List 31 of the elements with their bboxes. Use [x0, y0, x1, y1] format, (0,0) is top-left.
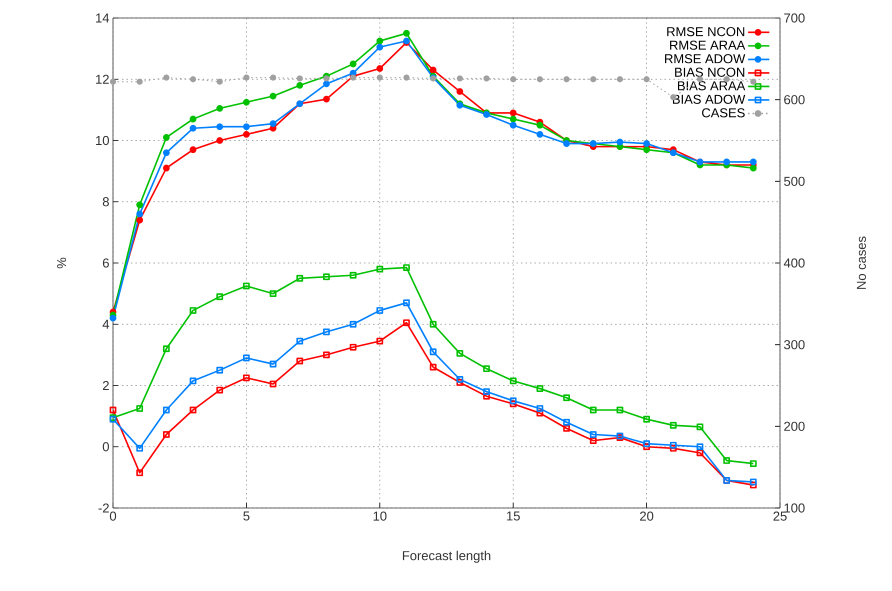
x-tick-label: 0: [110, 512, 116, 521]
y-tick-label: 0: [102, 442, 109, 452]
y2-tick-label: 700: [784, 13, 805, 23]
y-tick-label: 4: [102, 320, 110, 329]
y-tick-label: 6: [102, 258, 109, 268]
legend-label: RMSE ADOW: [665, 54, 746, 64]
x-tick-label: 10: [374, 512, 386, 521]
y-tick-label: 10: [96, 136, 109, 146]
x-tick-label: 15: [506, 512, 520, 521]
y2-tick-label: 400: [784, 258, 805, 268]
x-tick-label: 5: [243, 512, 250, 521]
y2-tick-label: 500: [784, 176, 805, 186]
y2-tick-label: 100: [784, 503, 805, 513]
x-axis-title: Forecast length: [402, 550, 490, 563]
y-tick-label: -2: [98, 503, 109, 513]
legend-label: BIAS ARAA: [678, 81, 746, 90]
y2-tick-label: 200: [784, 422, 805, 431]
y2-tick-label: 600: [784, 95, 805, 104]
y2-tick-label: 300: [784, 340, 805, 350]
y-axis-title: %: [57, 258, 66, 268]
y-tick-label: 14: [96, 14, 110, 22]
y2-axis-title: No cases: [856, 236, 866, 289]
legend-label: RMSE NCON: [667, 27, 744, 36]
x-tick-label: 20: [640, 512, 654, 521]
y-tick-label: 2: [102, 380, 109, 390]
y-tick-label: 8: [102, 197, 109, 206]
y-tick-label: 12: [96, 74, 109, 84]
x-tick-label: 25: [773, 512, 787, 521]
legend-label: RMSE ARAA: [670, 40, 746, 50]
legend-label: CASES: [702, 108, 745, 118]
legend-label: BIAS NCON: [675, 68, 744, 77]
